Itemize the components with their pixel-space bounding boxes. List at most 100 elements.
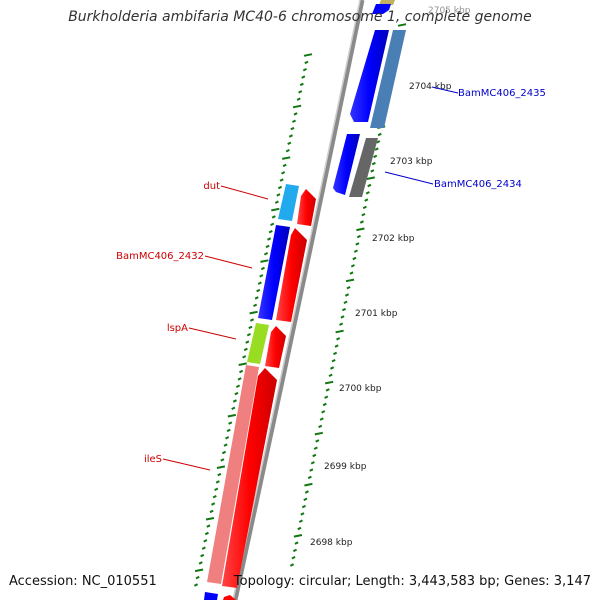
gc-outer-dash: [243, 347, 248, 352]
gc-inner-dash: [344, 293, 350, 297]
gc-inner-dash: [349, 271, 354, 275]
leader-line-2434: [384, 171, 434, 185]
gene-feature-dut-cyan[interactable]: [278, 184, 299, 221]
gene-feature-bamMC406-2435-blue[interactable]: [350, 30, 389, 122]
gene-feature-red-bottom[interactable]: [223, 595, 236, 600]
gc-outer-dash: [228, 421, 233, 425]
gc-outer-dash: [195, 575, 200, 580]
gc-outer-dash: [288, 134, 293, 138]
gc-outer-dash: [304, 60, 309, 65]
gene-label-bamMC406-2435[interactable]: BamMC406_2435: [458, 88, 546, 99]
topology-text: Topology: circular; Length: 3,443,583 bp…: [233, 574, 591, 589]
gc-inner-dash: [365, 191, 370, 195]
gene-feature-bamMC406-2434-gray[interactable]: [349, 138, 378, 197]
gene-feature-blue-2436[interactable]: [372, 4, 391, 14]
gc-outer-dash: [226, 428, 231, 433]
gene-feature-bamMC406-2435-steel[interactable]: [370, 30, 406, 128]
gc-outer-dash: [193, 583, 199, 587]
gc-outer-dash: [253, 303, 258, 307]
gc-inner-dash: [335, 329, 344, 334]
gc-outer-dash: [282, 156, 291, 160]
gene-label-bamMC406-2432[interactable]: BamMC406_2432: [116, 251, 204, 262]
gc-outer-dash: [256, 288, 261, 293]
gc-inner-dash: [318, 424, 323, 429]
gc-outer-dash: [220, 458, 225, 462]
gc-inner-dash: [313, 446, 318, 450]
gc-inner-dash: [292, 548, 298, 553]
gc-outer-dash: [223, 443, 228, 447]
gc-inner-dash: [356, 234, 361, 239]
gc-inner-dash: [294, 541, 299, 545]
page-title: Burkholderia ambifaria MC40-6 chromosome…: [68, 9, 532, 25]
gc-outer-dash: [235, 384, 241, 388]
gene-feature-olive[interactable]: [379, 0, 395, 5]
gene-label-ileS[interactable]: ileS: [144, 454, 162, 465]
gc-inner-dash: [312, 453, 317, 458]
gene-feature-blue-bottom[interactable]: [204, 592, 218, 600]
gc-outer-dash: [282, 163, 287, 168]
gene-label-lspA[interactable]: lspA: [167, 323, 188, 334]
gc-outer-dash: [299, 82, 304, 87]
gene-feature-lspA-red[interactable]: [265, 326, 286, 368]
gc-outer-dash: [205, 517, 215, 521]
gc-inner-dash: [303, 497, 308, 501]
leader-line-2432: [204, 255, 253, 269]
chromosome-backbone-highlight: [232, 0, 361, 600]
gc-outer-dash: [234, 391, 239, 396]
gc-inner-dash: [340, 315, 345, 319]
gc-outer-dash: [296, 97, 301, 101]
gc-inner-dash: [366, 176, 375, 180]
gc-inner-dash: [341, 307, 347, 312]
gc-outer-dash: [242, 355, 247, 359]
gc-outer-dash: [201, 546, 206, 550]
gc-inner-dash: [291, 556, 296, 560]
gc-outer-dash: [303, 53, 313, 57]
gc-outer-dash: [292, 104, 302, 109]
gene-label-bamMC406-2434[interactable]: BamMC406_2434: [434, 179, 522, 190]
gc-outer-dash: [231, 406, 236, 410]
chromosome-backbone: [232, 0, 365, 600]
gc-outer-dash: [268, 230, 273, 234]
tick-label-2701: 2701 kbp: [355, 309, 398, 319]
gc-outer-dash: [298, 90, 303, 94]
gc-inner-dash: [376, 140, 381, 144]
gc-outer-dash: [245, 340, 250, 344]
gc-outer-dash: [212, 495, 217, 499]
leader-line-dut: [220, 185, 269, 200]
gc-outer-dash: [267, 237, 272, 241]
gc-outer-dash: [248, 325, 253, 330]
gc-outer-dash: [237, 377, 242, 381]
gene-label-dut[interactable]: dut: [203, 181, 220, 192]
gc-outer-dash: [271, 215, 276, 219]
gc-outer-dash: [239, 369, 244, 374]
gc-inner-dash: [397, 23, 407, 27]
gene-feature-bamMC406-2434-blue[interactable]: [333, 134, 360, 195]
gc-outer-dash: [216, 465, 226, 469]
gc-outer-dash: [246, 333, 251, 337]
gc-outer-dash: [200, 553, 205, 558]
gc-outer-dash: [290, 126, 295, 131]
tick-labels: 2705 kbp 2704 kbp 2703 kbp 2702 kbp 2701…: [310, 6, 471, 548]
gc-outer-dash: [227, 413, 236, 418]
gc-outer-dash: [270, 222, 275, 226]
leader-lines: [162, 86, 459, 471]
gene-feature-ileS-red[interactable]: [222, 368, 277, 588]
gc-inner-dash: [346, 286, 351, 290]
gc-inner-dash: [371, 161, 376, 166]
gc-inner-dash: [322, 402, 327, 407]
gc-inner-dash: [298, 519, 303, 523]
gc-outer-dash: [225, 436, 230, 440]
tick-label-2703: 2703 kbp: [390, 157, 433, 167]
gene-feature-dut-red[interactable]: [297, 189, 316, 226]
leader-line-ileS: [162, 458, 211, 471]
gene-feature-bamMC406-2432-red[interactable]: [276, 228, 307, 322]
gc-inner-dash: [321, 410, 326, 414]
gene-feature-ileS-pink[interactable]: [207, 365, 259, 584]
gc-inner-dash: [367, 183, 372, 188]
gc-inner-dash: [364, 198, 369, 202]
gc-inner-dash: [334, 344, 339, 348]
gc-outer-dash: [277, 185, 283, 190]
gene-feature-lspA-green[interactable]: [247, 323, 269, 364]
feature-track: [204, 0, 406, 600]
gene-feature-bamMC406-2432-blue[interactable]: [258, 225, 290, 320]
